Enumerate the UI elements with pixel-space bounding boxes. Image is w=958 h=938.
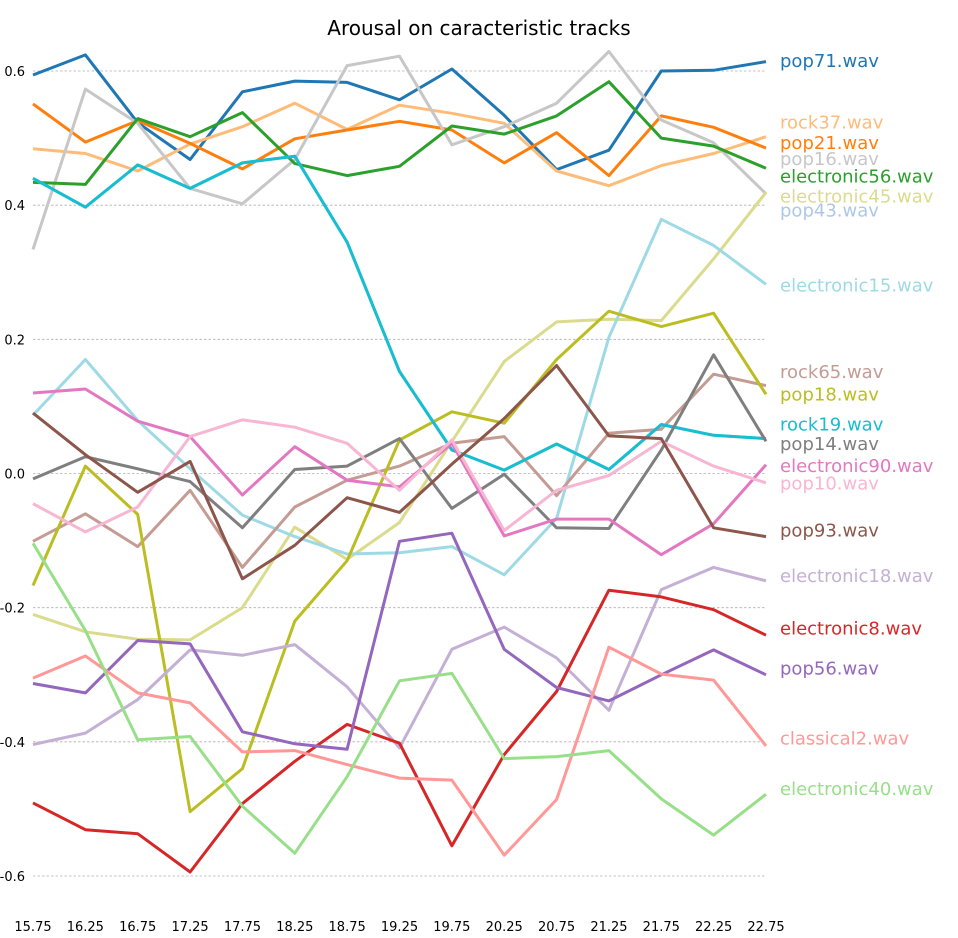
x-tick-label: 21.25 bbox=[590, 920, 627, 935]
series-line-electronic8 bbox=[32, 588, 767, 874]
x-tick-label: 15.75 bbox=[14, 920, 51, 935]
series-label-electronic8: electronic8.wav bbox=[780, 618, 922, 639]
series-line-pop21 bbox=[32, 102, 767, 178]
grid bbox=[33, 70, 766, 877]
chart-title: Arousal on caracteristic tracks bbox=[327, 16, 630, 40]
y-tick-label: 0.4 bbox=[4, 199, 25, 214]
x-tick-label: 19.75 bbox=[433, 920, 470, 935]
y-tick-label: -0.6 bbox=[0, 870, 25, 885]
series-label-rock65: rock65.wav bbox=[780, 362, 884, 383]
x-tick-label: 16.75 bbox=[119, 920, 156, 935]
series-label-pop71: pop71.wav bbox=[780, 51, 879, 72]
x-tick-label: 18.75 bbox=[329, 920, 366, 935]
x-tick-label: 17.25 bbox=[171, 920, 208, 935]
series-line-classical2 bbox=[32, 645, 768, 857]
x-tick-label: 22.25 bbox=[695, 920, 732, 935]
y-tick-label: -0.4 bbox=[0, 736, 25, 751]
series-label-electronic15: electronic15.wav bbox=[780, 276, 934, 297]
series-line-rock65 bbox=[32, 372, 767, 569]
series-line-pop56 bbox=[32, 531, 767, 751]
x-tick-label: 19.25 bbox=[381, 920, 418, 935]
x-tick-label: 18.25 bbox=[276, 920, 313, 935]
series-label-pop16: pop16.wav bbox=[780, 149, 879, 170]
series-label-pop43: pop43.wav bbox=[780, 201, 879, 222]
series-label-pop14: pop14.wav bbox=[780, 434, 879, 455]
series-label-classical2: classical2.wav bbox=[780, 728, 910, 749]
x-tick-label: 21.75 bbox=[643, 920, 680, 935]
series-label-pop56: pop56.wav bbox=[780, 659, 879, 680]
series-line-rock19 bbox=[32, 154, 767, 472]
series-label-pop10: pop10.wav bbox=[780, 474, 879, 495]
series-line-electronic15 bbox=[31, 217, 767, 577]
series-label-electronic40: electronic40.wav bbox=[780, 779, 934, 800]
series-line-electronic40 bbox=[31, 542, 767, 855]
series-label-pop21: pop21.wav bbox=[780, 133, 879, 154]
x-tick-label: 16.25 bbox=[67, 920, 104, 935]
series-line-pop18 bbox=[31, 309, 768, 814]
y-tick-label: 0.0 bbox=[4, 468, 25, 483]
series-line-pop10 bbox=[32, 418, 767, 534]
x-tick-label: 20.25 bbox=[486, 920, 523, 935]
series-label-electronic56: electronic56.wav bbox=[780, 166, 934, 187]
series-labels: pop71.wavrock37.wavpop21.wavpop16.wavele… bbox=[780, 51, 934, 800]
series-label-electronic18: electronic18.wav bbox=[780, 566, 934, 587]
series-line-electronic18 bbox=[32, 565, 767, 750]
x-axis-ticks: 15.75 16.25 16.75 17.25 17.75 18.25 18.75 19.25… bbox=[14, 920, 784, 935]
series-label-pop18: pop18.wav bbox=[780, 384, 879, 405]
series-label-electronic45: electronic45.wav bbox=[780, 186, 934, 207]
x-tick-label: 22.75 bbox=[747, 920, 784, 935]
y-tick-label: 0.6 bbox=[4, 65, 25, 80]
series-line-rock37 bbox=[32, 101, 767, 188]
series-line-pop93 bbox=[32, 364, 767, 581]
series-lines bbox=[31, 50, 768, 874]
series-label-rock19: rock19.wav bbox=[780, 415, 884, 436]
series-line-electronic90 bbox=[32, 387, 768, 557]
y-tick-label: -0.2 bbox=[0, 602, 25, 617]
series-line-pop16 bbox=[31, 50, 768, 250]
series-label-electronic90: electronic90.wav bbox=[780, 456, 934, 477]
series-label-pop93: pop93.wav bbox=[780, 521, 879, 542]
x-tick-label: 17.75 bbox=[224, 920, 261, 935]
series-line-electronic45 bbox=[32, 191, 768, 642]
x-tick-label: 20.75 bbox=[538, 920, 575, 935]
series-line-electronic56 bbox=[32, 80, 767, 186]
series-line-pop14 bbox=[32, 353, 768, 530]
y-axis-ticks: 0.6 0.4 0.2 0.0 -0.2 -0.4 -0.6 bbox=[0, 65, 25, 885]
series-label-rock37: rock37.wav bbox=[780, 113, 884, 134]
y-tick-label: 0.2 bbox=[4, 333, 25, 348]
